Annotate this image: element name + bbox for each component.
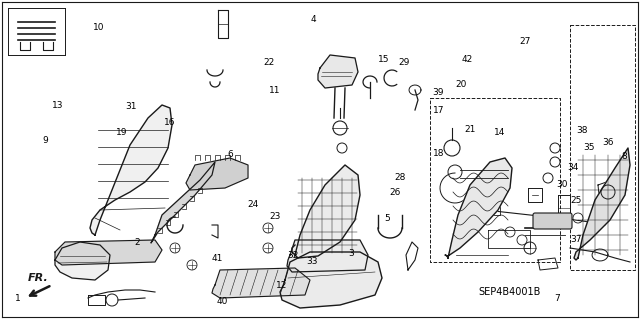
- Text: 2: 2: [135, 238, 140, 247]
- Text: 26: 26: [390, 189, 401, 197]
- Text: 39: 39: [433, 88, 444, 97]
- Text: 7: 7: [554, 294, 559, 303]
- Polygon shape: [292, 165, 360, 258]
- Text: 22: 22: [263, 58, 275, 67]
- Text: SEP4B4001B: SEP4B4001B: [479, 287, 541, 297]
- Polygon shape: [55, 240, 162, 265]
- Text: 19: 19: [116, 128, 127, 137]
- Text: 40: 40: [217, 297, 228, 306]
- Text: 21: 21: [465, 125, 476, 134]
- Text: 25: 25: [570, 197, 582, 205]
- Text: 37: 37: [570, 235, 582, 244]
- Text: 20: 20: [455, 80, 467, 89]
- Polygon shape: [574, 148, 630, 260]
- Text: 24: 24: [247, 200, 259, 209]
- Text: 13: 13: [52, 101, 63, 110]
- Text: 28: 28: [394, 173, 406, 182]
- Text: 36: 36: [602, 138, 614, 147]
- Text: 33: 33: [306, 257, 317, 266]
- Text: 5: 5: [385, 214, 390, 223]
- Text: 8: 8: [621, 152, 627, 161]
- Polygon shape: [318, 55, 358, 88]
- Text: 4: 4: [311, 15, 316, 24]
- Text: 17: 17: [433, 106, 444, 115]
- Text: FR.: FR.: [28, 273, 49, 283]
- Text: 23: 23: [269, 212, 281, 221]
- Text: 35: 35: [583, 143, 595, 152]
- Text: 34: 34: [567, 163, 579, 172]
- Text: 32: 32: [287, 251, 299, 260]
- Text: 3: 3: [348, 249, 353, 258]
- Text: 29: 29: [399, 58, 410, 67]
- Polygon shape: [186, 158, 248, 190]
- Text: 30: 30: [556, 180, 568, 189]
- Text: 18: 18: [433, 149, 444, 158]
- Polygon shape: [55, 242, 110, 280]
- Text: 15: 15: [378, 55, 390, 63]
- Text: 42: 42: [461, 55, 473, 63]
- Text: 16: 16: [164, 118, 175, 127]
- FancyBboxPatch shape: [533, 213, 572, 229]
- Polygon shape: [445, 158, 512, 258]
- Polygon shape: [212, 268, 310, 298]
- Polygon shape: [90, 105, 172, 235]
- Text: 41: 41: [212, 254, 223, 263]
- Polygon shape: [287, 240, 368, 272]
- Text: 10: 10: [93, 23, 105, 32]
- Text: 12: 12: [276, 281, 287, 290]
- Text: 6: 6: [228, 150, 233, 159]
- Text: 14: 14: [493, 128, 505, 137]
- Text: 27: 27: [519, 37, 531, 46]
- Text: 9: 9: [42, 136, 47, 145]
- Polygon shape: [280, 252, 382, 308]
- Text: 11: 11: [269, 86, 281, 95]
- Text: 1: 1: [15, 294, 20, 303]
- Text: 31: 31: [125, 102, 137, 111]
- Polygon shape: [151, 162, 215, 243]
- Text: 38: 38: [577, 126, 588, 135]
